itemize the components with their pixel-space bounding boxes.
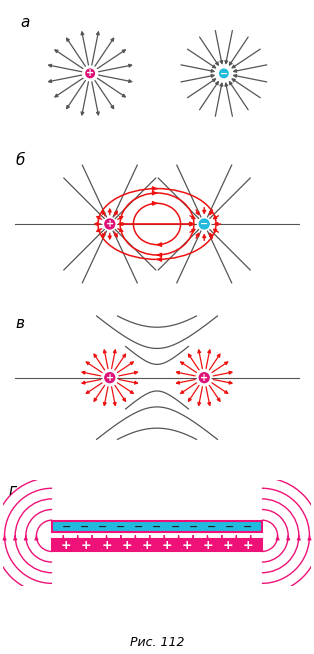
Text: б: б <box>15 153 25 168</box>
Bar <box>52 521 262 532</box>
Text: −: − <box>116 522 125 532</box>
Circle shape <box>218 67 230 79</box>
Text: +: + <box>243 538 253 551</box>
Text: −: − <box>189 522 198 532</box>
Text: −: − <box>225 522 235 532</box>
Text: +: + <box>122 538 132 551</box>
Circle shape <box>198 371 211 384</box>
Circle shape <box>103 371 116 384</box>
Text: +: + <box>182 538 192 551</box>
Text: +: + <box>202 538 213 551</box>
Circle shape <box>84 67 96 79</box>
Text: −: − <box>98 522 107 532</box>
Text: +: + <box>222 538 233 551</box>
Text: −: − <box>220 69 228 78</box>
Text: −: − <box>200 219 208 229</box>
Text: +: + <box>61 538 71 551</box>
Text: +: + <box>106 373 114 383</box>
Text: −: − <box>171 522 180 532</box>
Bar <box>52 539 262 551</box>
Text: −: − <box>62 522 71 532</box>
Circle shape <box>198 218 211 230</box>
Text: Рис. 112: Рис. 112 <box>130 636 184 649</box>
Text: +: + <box>162 538 172 551</box>
Text: +: + <box>81 538 92 551</box>
Circle shape <box>103 218 116 230</box>
Text: а: а <box>20 15 30 30</box>
Text: −: − <box>134 522 143 532</box>
Text: −: − <box>79 522 89 532</box>
Text: +: + <box>86 69 94 78</box>
Text: +: + <box>106 219 114 229</box>
Text: −: − <box>243 522 252 532</box>
Text: +: + <box>142 538 152 551</box>
Text: +: + <box>200 373 208 383</box>
Text: в: в <box>15 316 24 331</box>
Text: −: − <box>152 522 162 532</box>
Text: г: г <box>9 483 17 498</box>
Text: −: − <box>207 522 216 532</box>
Text: +: + <box>101 538 112 551</box>
